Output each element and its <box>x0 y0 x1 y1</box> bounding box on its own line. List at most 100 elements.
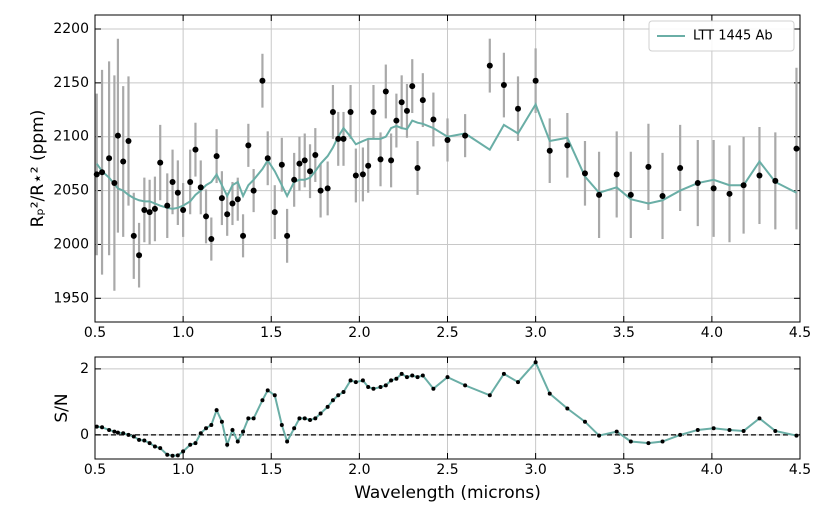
line-marker <box>463 383 468 388</box>
line-marker <box>94 424 99 429</box>
line-marker <box>727 427 732 432</box>
line-marker <box>695 427 700 432</box>
line-marker <box>285 439 290 444</box>
y-tick-label: 2 <box>80 361 89 377</box>
data-point <box>462 132 469 139</box>
data-point <box>157 159 164 166</box>
line-marker <box>158 446 163 451</box>
y-axis-label: Rₚ²/R⋆² (ppm) <box>28 110 48 228</box>
data-point <box>419 97 426 104</box>
line-marker <box>112 429 117 434</box>
line-marker <box>230 427 235 432</box>
data-point <box>296 160 303 167</box>
line-marker <box>360 378 365 383</box>
data-point <box>393 117 400 124</box>
line-marker <box>131 434 136 439</box>
data-point <box>388 157 395 164</box>
line-marker <box>487 393 492 398</box>
data-point <box>180 206 187 213</box>
x-tick-label: 1.5 <box>260 325 282 341</box>
line-marker <box>330 398 335 403</box>
line-marker <box>297 416 302 421</box>
data-point <box>359 171 366 178</box>
line-marker <box>431 386 436 391</box>
line-marker <box>147 441 152 446</box>
data-point <box>581 170 588 177</box>
line-marker <box>678 432 683 437</box>
x-tick-label: 2.0 <box>348 462 370 478</box>
data-point <box>414 164 421 171</box>
data-point <box>151 205 158 212</box>
line-marker <box>152 444 157 449</box>
data-point <box>114 132 121 139</box>
data-point <box>347 108 354 115</box>
line-marker <box>366 385 371 390</box>
line-marker <box>126 432 131 437</box>
line-marker <box>272 393 277 398</box>
data-point <box>229 200 236 207</box>
line-marker <box>251 416 256 421</box>
line-marker <box>165 452 170 457</box>
line-marker <box>121 431 126 436</box>
data-point <box>317 187 324 194</box>
line-marker <box>225 442 230 447</box>
line-marker <box>757 416 762 421</box>
data-point <box>352 172 359 179</box>
line-marker <box>181 449 186 454</box>
data-point <box>125 138 132 145</box>
line-marker <box>394 376 399 381</box>
data-point <box>382 88 389 95</box>
line-marker <box>445 375 450 380</box>
data-point <box>192 146 199 153</box>
x-tick-label: 3.0 <box>524 325 546 341</box>
x-tick-label: 4.0 <box>701 462 723 478</box>
data-point <box>164 202 171 209</box>
data-point <box>245 142 252 149</box>
line-marker <box>193 441 198 446</box>
data-point <box>240 232 247 239</box>
data-point <box>596 191 603 198</box>
data-point <box>197 184 204 191</box>
data-point <box>500 82 507 89</box>
line-marker <box>214 408 219 413</box>
line-marker <box>646 441 651 446</box>
y-tick-label: 2100 <box>53 129 89 145</box>
data-point <box>278 161 285 168</box>
line-marker <box>371 386 376 391</box>
data-point <box>141 206 148 213</box>
data-point <box>772 177 779 184</box>
series-line <box>96 360 797 457</box>
data-point <box>130 232 137 239</box>
y-tick-label: 2000 <box>53 236 89 252</box>
line-marker <box>794 433 799 438</box>
data-point <box>613 171 620 178</box>
y-tick-label: 2050 <box>53 183 89 199</box>
line-marker <box>582 419 587 424</box>
data-point <box>218 195 225 202</box>
line-marker <box>404 375 409 380</box>
data-point <box>645 163 652 170</box>
line-marker <box>547 391 552 396</box>
y-tick-label: 2200 <box>53 21 89 37</box>
plot-frame <box>94 14 801 323</box>
data-point <box>740 182 747 189</box>
data-point <box>203 213 210 220</box>
data-point <box>271 209 278 216</box>
line-marker <box>313 416 318 421</box>
data-point <box>136 252 143 259</box>
data-point <box>99 169 106 176</box>
x-tick-label: 3.5 <box>613 462 635 478</box>
y-axis-label: S/N <box>52 393 72 422</box>
line-marker <box>399 371 404 376</box>
data-point <box>694 180 701 187</box>
data-point <box>301 157 308 164</box>
x-tick-label: 3.0 <box>524 462 546 478</box>
line-marker <box>341 389 346 394</box>
x-tick-label: 2.5 <box>436 325 458 341</box>
legend-box <box>648 20 795 52</box>
data-point <box>312 152 319 159</box>
data-point <box>213 153 220 160</box>
line-marker <box>204 426 209 431</box>
data-point <box>224 211 231 218</box>
data-point <box>208 236 215 243</box>
